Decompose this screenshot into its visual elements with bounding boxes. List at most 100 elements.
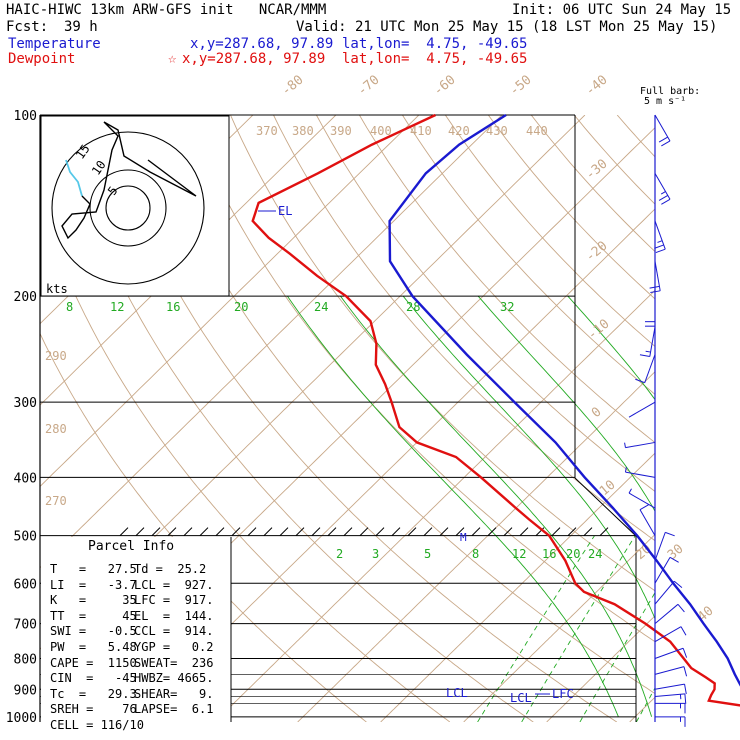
- parcel-info-cell: CELL = 116/10: [50, 718, 144, 732]
- hatch-mark: [231, 527, 241, 537]
- wind-barb: [654, 173, 671, 205]
- theta-label: 280: [45, 422, 67, 436]
- moist-adiabat-label: 28: [406, 300, 420, 314]
- dry-adiabat-layer: [40, 115, 740, 722]
- parcel-info-cell: LAPSE= 6.1: [134, 702, 214, 717]
- m-label: M: [460, 531, 467, 544]
- dry-adiabat-line: [144, 115, 655, 695]
- series-layer: [251, 113, 740, 707]
- pressure-tick-label: 500: [14, 530, 37, 545]
- dry-adiabat-line: [660, 115, 740, 722]
- mixing-ratio-line: [477, 535, 595, 722]
- mixing-ratio-label: 24: [588, 547, 602, 561]
- hatch-mark: [183, 527, 193, 537]
- hodograph-trace-low: [65, 159, 83, 197]
- isotherm-line: [40, 115, 337, 406]
- isotherm-label: -30: [583, 156, 611, 183]
- fcst-label: Fcst:: [6, 19, 49, 35]
- moist-adiabat-label: 8: [66, 300, 73, 314]
- hodograph-trace: [61, 121, 197, 240]
- isotherm-line: [214, 289, 655, 722]
- wind-barb: [654, 693, 687, 704]
- wind-barb: [654, 220, 666, 254]
- wind-barb: [635, 354, 656, 384]
- parcel-info-cell: HWBZ= 4665.: [134, 671, 214, 686]
- wind-barb: [654, 626, 687, 643]
- theta-label: 370: [256, 124, 278, 138]
- hatch-mark: [583, 527, 593, 537]
- hatch-mark: [247, 527, 257, 537]
- temperature-xy: x,y=287.68, 97.89: [190, 36, 334, 52]
- hatch-mark: [151, 527, 161, 537]
- hatch-mark: [599, 527, 609, 537]
- valid-time: Valid: 21 UTC Mon 25 May 15 (18 LST Mon …: [296, 19, 718, 35]
- dry-adiabat-line: [58, 115, 534, 722]
- pressure-tick-label: 800: [14, 653, 37, 668]
- theta-label: 410: [410, 124, 432, 138]
- parcel-info-cell: T = 27.5: [50, 562, 137, 576]
- init-time: Init: 06 UTC Sun 24 May 15: [512, 2, 732, 18]
- parcel-info-title: Parcel Info: [88, 539, 175, 554]
- hatch-mark: [391, 527, 401, 537]
- wind-barb: [654, 666, 688, 677]
- dry-adiabat-line: [101, 115, 618, 722]
- parcel-info-cell: Tc = 29.3: [50, 686, 137, 701]
- pressure-tick-label: 300: [14, 396, 37, 411]
- mixing-ratio-label: 20: [566, 547, 580, 561]
- pressure-tick-label: 400: [14, 471, 37, 486]
- lcl-label-2: LCL: [510, 691, 532, 705]
- barb-scale-units: 5 m s⁻¹: [644, 96, 687, 107]
- wind-barb: [654, 531, 675, 561]
- moist-adiabat-line: [287, 295, 619, 717]
- hatch-mark: [503, 527, 513, 537]
- pressure-tick-label: 900: [14, 683, 37, 698]
- moist-adiabat-label: 16: [166, 300, 180, 314]
- isotherm-label: -80: [279, 72, 307, 99]
- isotherm-line: [463, 533, 655, 722]
- mixing-ratio-label: 8: [472, 547, 479, 561]
- isotherm-line: [629, 696, 655, 722]
- dewpoint-line: [251, 113, 740, 707]
- parcel-info-cell: SWEAT= 236: [134, 655, 214, 670]
- hatch-mark: [327, 527, 337, 537]
- moist-adiabat-label: 24: [314, 300, 328, 314]
- mixing-ratio-label: 12: [512, 547, 526, 561]
- hatch-mark: [471, 527, 481, 537]
- dry-adiabat-line: [444, 115, 655, 348]
- parcel-info-cell: PW = 5.48: [50, 640, 137, 654]
- hatch-mark: [567, 527, 577, 537]
- lcl-label: LCL: [446, 686, 468, 700]
- dewpoint-latlon: lat,lon= 4.75, -49.65: [342, 51, 528, 67]
- dry-adiabat-line: [273, 115, 655, 542]
- theta-label: 390: [330, 124, 352, 138]
- hatch-mark: [263, 527, 273, 537]
- hatch-mark: [199, 527, 209, 537]
- isotherm-label: -60: [431, 72, 459, 99]
- wind-barb: [654, 647, 688, 659]
- hodograph-ring: [89, 169, 167, 247]
- mixing-ratio-label: 3: [372, 547, 379, 561]
- temperature-legend: Temperature: [8, 36, 101, 52]
- hatch-mark: [119, 527, 129, 537]
- mixing-ratio-label: 16: [542, 547, 556, 561]
- wind-barb: [628, 488, 656, 509]
- dewpoint-marker-icon: ☆: [168, 51, 177, 67]
- theta-label: 290: [45, 349, 67, 363]
- temperature-latlon: lat,lon= 4.75, -49.65: [342, 36, 528, 52]
- model-title: HAIC-HIWC 13km ARW-GFS init NCAR/MMM: [6, 2, 327, 18]
- parcel-info-cell: CIN = -45: [50, 671, 137, 686]
- dry-adiabat-line: [487, 115, 655, 300]
- hatch-mark: [519, 527, 529, 537]
- theta-label: 420: [448, 124, 470, 138]
- hatch-mark: [423, 527, 433, 537]
- hatch-mark: [439, 527, 449, 537]
- hatch-mark: [487, 527, 497, 537]
- parcel-info-cell: EL = 144.: [134, 608, 214, 623]
- mixing-ratio-line: [725, 536, 740, 722]
- theta-label: 400: [370, 124, 392, 138]
- mixing-ratio-label: 2: [336, 547, 343, 561]
- isotherm-line: [380, 452, 655, 722]
- hodograph-ring-label: 15: [73, 142, 93, 162]
- wind-barb: [654, 683, 687, 695]
